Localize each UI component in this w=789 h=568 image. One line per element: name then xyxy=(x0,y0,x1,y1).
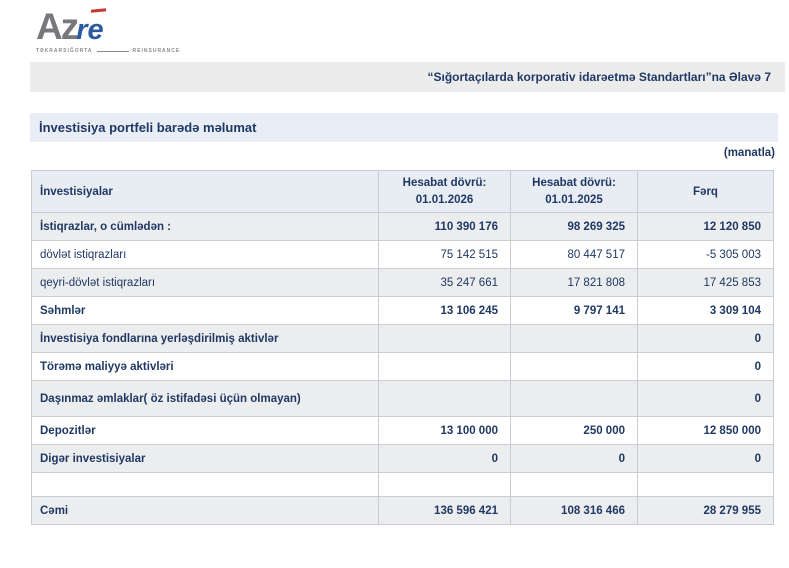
column-header-difference: Fərq xyxy=(637,170,774,213)
column-header-line: Hesabat dövrü: xyxy=(402,176,487,189)
table-row: dövlət istiqrazları 75 142 515 80 447 517-… xyxy=(31,240,774,269)
row-value xyxy=(510,380,638,417)
row-value: 3 309 104 xyxy=(637,296,774,325)
row-label xyxy=(31,472,379,497)
row-value xyxy=(378,352,511,381)
row-label: İstiqrazlar, o cümlədən : xyxy=(31,212,379,241)
row-value: 250 000 xyxy=(510,416,638,445)
table-row: İnvestisiya fondlarına yerləşdirilmiş ak… xyxy=(31,324,774,353)
row-value: 136 596 421 xyxy=(378,496,511,525)
column-header-investments: İnvestisiyalar xyxy=(31,170,379,213)
table-row: Daşınmaz əmlaklar( öz istifadəsi üçün ol… xyxy=(31,380,774,417)
row-value: 12 850 000 xyxy=(637,416,774,445)
row-value: 0 xyxy=(637,444,774,473)
column-header-line: 01.01.2025 xyxy=(545,193,603,206)
column-header-period-2025: Hesabat dövrü: 01.01.2025 xyxy=(510,170,638,213)
column-header-period-2026: Hesabat dövrü: 01.01.2026 xyxy=(378,170,511,213)
row-value: 0 xyxy=(637,380,774,417)
row-value: 9 797 141 xyxy=(510,296,638,325)
row-value: 17 821 808 xyxy=(510,268,638,297)
row-value: 13 106 245 xyxy=(378,296,511,325)
table-row: Depozitlər 13 100 000 250 000 12 850 000 xyxy=(31,416,774,445)
row-label: Depozitlər xyxy=(31,416,379,445)
row-label: Törəmə maliyyə aktivləri xyxy=(31,352,379,381)
table-total-row: Cəmi 136 596 421 108 316 466 28 279 955 xyxy=(31,496,774,525)
table-spacer-row xyxy=(31,472,774,497)
logo-accent-mark xyxy=(90,8,107,13)
row-label: Cəmi xyxy=(31,496,379,525)
row-value: 108 316 466 xyxy=(510,496,638,525)
column-header-line: 01.01.2026 xyxy=(415,193,474,206)
logo-tagline-rule xyxy=(96,50,129,52)
row-value xyxy=(378,324,511,353)
logo-tagline: TƏKRARSIĞORTA REINSURANCE xyxy=(36,48,180,54)
row-value: 12 120 850 xyxy=(637,212,774,241)
logo-text-re: re xyxy=(76,14,104,46)
row-value xyxy=(510,324,638,353)
row-value xyxy=(378,380,511,417)
row-value xyxy=(378,472,511,497)
row-value: 17 425 853 xyxy=(637,268,774,297)
row-value: 0 xyxy=(510,444,638,473)
row-value xyxy=(637,472,774,497)
logo-tagline-left: TƏKRARSIĞORTA xyxy=(36,48,93,54)
currency-unit-note: (manatla) xyxy=(723,147,775,159)
table-row: Törəmə maliyyə aktivləri 0 xyxy=(31,352,774,381)
row-value: 98 269 325 xyxy=(510,212,638,241)
column-header-line: Hesabat dövrü: xyxy=(532,176,616,189)
row-label: qeyri-dövlət istiqrazları xyxy=(31,268,379,297)
row-value: -5 305 003 xyxy=(637,240,774,269)
row-value: 0 xyxy=(378,444,511,473)
row-label: Digər investisiyalar xyxy=(31,444,379,473)
logo-text-az: Az xyxy=(36,6,79,47)
row-value: 0 xyxy=(637,352,774,381)
row-label: dövlət istiqrazları xyxy=(31,240,379,269)
annex-reference: “Sığortaçılarda korporativ idarəetmə Sta… xyxy=(427,70,771,84)
logo-tagline-right: REINSURANCE xyxy=(132,48,181,54)
row-value: 0 xyxy=(637,324,774,353)
table-row: Digər investisiyalar 0 0 0 xyxy=(31,444,774,473)
row-value: 35 247 661 xyxy=(378,268,511,297)
row-value: 75 142 515 xyxy=(378,240,511,269)
table-row: İstiqrazlar, o cümlədən :110 390 176 98 2… xyxy=(31,212,774,241)
row-value xyxy=(510,472,638,497)
table-row: Səhmlər 13 106 245 9 797 141 3 309 104 xyxy=(31,296,774,325)
company-logo: Azre TƏKRARSIĞORTA REINSURANCE xyxy=(36,8,180,54)
row-label: İnvestisiya fondlarına yerləşdirilmiş ak… xyxy=(31,324,379,353)
investment-portfolio-table: İnvestisiyalar Hesabat dövrü: 01.01.2026… xyxy=(31,170,774,525)
row-value: 28 279 955 xyxy=(637,496,774,525)
row-value: 110 390 176 xyxy=(378,212,511,241)
logo-wordmark: Azre xyxy=(36,8,180,45)
row-value: 80 447 517 xyxy=(510,240,638,269)
document-header-band: “Sığortaçılarda korporativ idarəetmə Sta… xyxy=(30,62,785,92)
row-label: Səhmlər xyxy=(31,296,379,325)
section-title: İnvestisiya portfeli barədə məlumat xyxy=(39,120,257,135)
table-header-row: İnvestisiyalar Hesabat dövrü: 01.01.2026… xyxy=(31,170,774,213)
row-value: 13 100 000 xyxy=(378,416,511,445)
row-label: Daşınmaz əmlaklar( öz istifadəsi üçün ol… xyxy=(31,380,379,417)
table-row: qeyri-dövlət istiqrazları 35 247 661 17 82… xyxy=(31,268,774,297)
row-value xyxy=(510,352,638,381)
section-title-band: İnvestisiya portfeli barədə məlumat xyxy=(30,113,778,142)
